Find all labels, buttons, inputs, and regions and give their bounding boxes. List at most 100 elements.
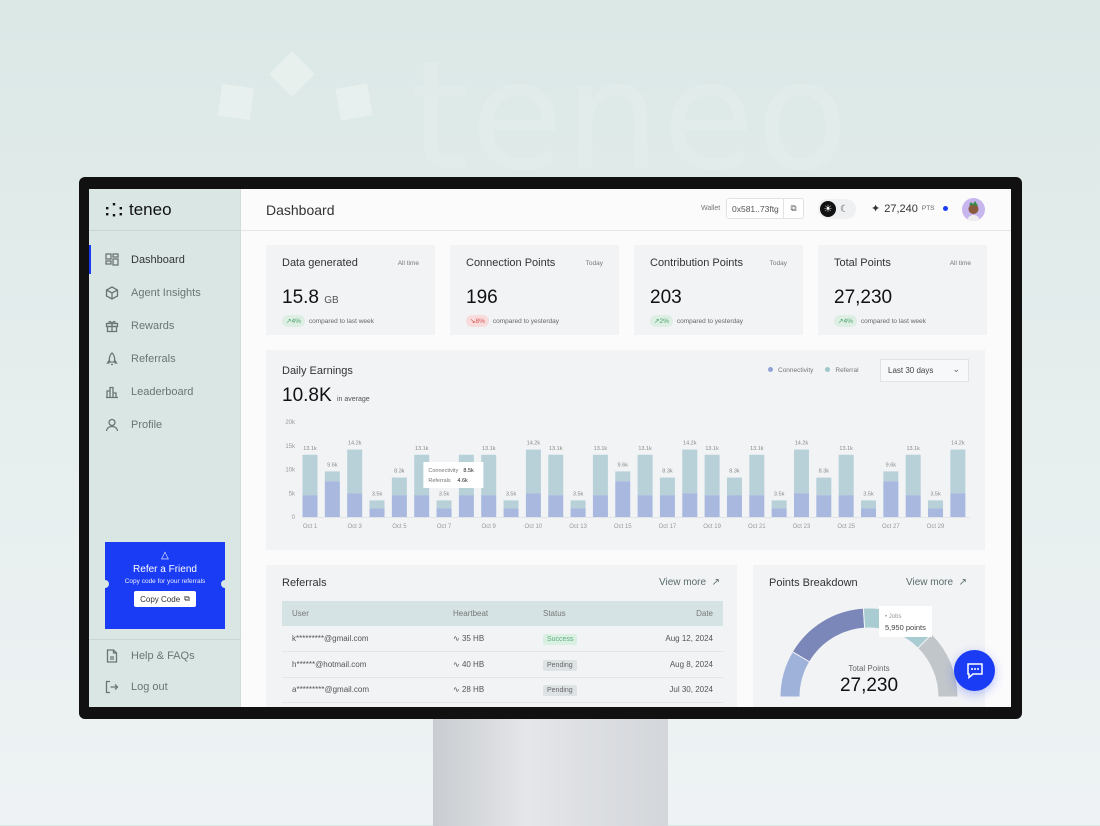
- trend-badge: ↘8%: [466, 315, 489, 327]
- y-tick-label: 20k: [285, 420, 296, 426]
- average-earnings: 10.8K in average: [282, 385, 370, 407]
- sidebar-item-dashboard[interactable]: Dashboard: [89, 243, 240, 276]
- date-cell: Aug 12, 2024: [623, 626, 723, 652]
- stat-period: All time: [397, 260, 419, 267]
- x-tick-label: Oct 17: [659, 524, 677, 530]
- bar-value-label: 13.1k: [303, 446, 317, 452]
- sidebar-item-logout[interactable]: Log out: [89, 671, 241, 702]
- document-icon: [106, 648, 118, 663]
- tooltip-value: 8.5k: [463, 468, 474, 474]
- bar-connectivity: [570, 508, 586, 517]
- bar-connectivity: [637, 495, 653, 517]
- sidebar-item-label: Rewards: [131, 319, 175, 332]
- gauge-segment[interactable]: [917, 633, 959, 698]
- bar-value-label: 9.6k: [618, 462, 629, 468]
- bar-referral: [704, 454, 720, 496]
- points-breakdown-card: Points Breakdown View more ↗ Total Point…: [753, 565, 985, 707]
- y-tick-label: 15k: [285, 444, 296, 450]
- refer-subtitle: Copy code for your referrals: [124, 578, 206, 585]
- sidebar-item-referrals[interactable]: Referrals: [89, 342, 240, 375]
- copy-code-button[interactable]: Copy Code ⧉: [134, 591, 196, 607]
- table-row[interactable]: h******@hotmail.com ∿ 40 HB Pending Aug …: [282, 651, 723, 678]
- x-tick-label: Oct 13: [569, 524, 587, 530]
- refer-a-friend-card: △ Refer a Friend Copy code for your refe…: [101, 542, 229, 629]
- sidebar-item-label: Agent Insights: [131, 286, 201, 299]
- sidebar-item-help[interactable]: Help & FAQs: [89, 640, 241, 671]
- bar-value-label: 8.3k: [729, 469, 740, 475]
- bar-value-label: 13.1k: [705, 446, 719, 452]
- avatar[interactable]: [962, 198, 985, 221]
- heartbeat-icon: ∿: [453, 634, 460, 643]
- chat-button[interactable]: [954, 650, 995, 691]
- copy-icon[interactable]: ⧉: [783, 199, 803, 218]
- stat-value: 15.8 GB: [282, 287, 339, 309]
- chat-icon: [966, 662, 983, 679]
- heartbeat-cell: ∿ 28 HB: [443, 677, 533, 703]
- date-range-select[interactable]: Last 30 days ⌄: [880, 359, 969, 382]
- stat-value: 196: [466, 287, 498, 309]
- bar-connectivity: [525, 493, 541, 517]
- sidebar-item-agent-insights[interactable]: Agent Insights: [89, 276, 240, 309]
- bar-connectivity: [726, 495, 742, 517]
- stat-card: Total Points All time 27,230 ↗4% compared…: [818, 245, 987, 335]
- bar-value-label: 14.2k: [683, 441, 697, 447]
- stat-title: Contribution Points: [650, 257, 743, 269]
- bar-value-label: 3.5k: [573, 491, 584, 497]
- bar-referral: [436, 500, 452, 509]
- stat-number: 15.8: [282, 287, 319, 308]
- status-dot: [942, 206, 948, 211]
- theme-toggle[interactable]: ☀ ☾: [818, 199, 856, 219]
- gauge-total-value: 27,230: [839, 675, 899, 696]
- sidebar-nav: Dashboard Agent Insights Rewards Referra…: [89, 243, 240, 441]
- logout-icon: [105, 680, 119, 693]
- bar-referral: [637, 454, 653, 496]
- bar-referral: [570, 500, 586, 509]
- bar-value-label: 13.1k: [906, 446, 920, 452]
- x-tick-label: Oct 15: [614, 524, 632, 530]
- bar-connectivity: [347, 493, 363, 517]
- compare-text: compared to last week: [860, 317, 926, 325]
- referrals-view-more-link[interactable]: View more ↗: [659, 577, 720, 588]
- sidebar: teneo Dashboard Agent Insights Rewards R…: [89, 189, 241, 707]
- tooltip-label: Connectivity: [428, 468, 458, 474]
- brand-name: teneo: [129, 199, 172, 219]
- table-row[interactable]: a*********@gmail.com ∿ 28 HB Pending Jul…: [282, 677, 723, 703]
- heartbeat-cell: ∿ 40 HB: [443, 651, 533, 678]
- bar-connectivity: [771, 508, 787, 517]
- bar-value-label: 14.2k: [795, 441, 809, 447]
- trend-badge: ↗2%: [650, 315, 673, 327]
- y-tick-label: 10k: [285, 468, 296, 474]
- bar-referral: [615, 471, 631, 482]
- user-icon: [105, 418, 119, 431]
- compare-text: compared to yesterday: [492, 317, 559, 325]
- background-watermark-logo: teneo: [200, 30, 900, 204]
- breakdown-view-more-link[interactable]: View more ↗: [906, 577, 967, 588]
- page-title: Dashboard: [266, 201, 335, 218]
- table-row[interactable]: k*********@gmail.com ∿ 35 HB Success Aug…: [282, 626, 723, 652]
- column-header-heartbeat: Heartbeat: [443, 601, 533, 626]
- sidebar-item-leaderboard[interactable]: Leaderboard: [89, 375, 240, 408]
- bar-connectivity: [659, 495, 675, 517]
- bar-value-label: 3.5k: [863, 491, 874, 497]
- dashboard-screen: teneo Dashboard Agent Insights Rewards R…: [89, 189, 1011, 707]
- x-tick-label: Oct 23: [793, 524, 811, 530]
- stat-card: Connection Points Today 196 ↘8% compared …: [450, 245, 619, 335]
- bar-value-label: 13.1k: [415, 446, 429, 452]
- wallet-address: 0x581..73ftg: [732, 203, 779, 214]
- stat-card: Data generated All time 15.8 GB ↗4% compa…: [266, 245, 435, 335]
- y-tick-label: 5k: [289, 491, 296, 497]
- status-cell: Success: [533, 626, 623, 652]
- gauge-segment[interactable]: [791, 607, 866, 663]
- trend-badge: ↗4%: [282, 315, 305, 327]
- tooltip-value: 5,950 points: [885, 623, 926, 632]
- logo[interactable]: teneo: [89, 189, 240, 231]
- bar-referral: [324, 471, 340, 482]
- sidebar-item-rewards[interactable]: Rewards: [89, 309, 240, 342]
- stat-title: Total Points: [834, 257, 891, 269]
- bar-referral: [816, 477, 832, 496]
- bar-connectivity: [369, 508, 385, 517]
- stat-period: Today: [769, 260, 787, 267]
- wallet-address-field[interactable]: 0x581..73ftg ⧉: [726, 198, 804, 219]
- tooltip-value: 4.6k: [457, 478, 468, 484]
- sidebar-item-profile[interactable]: Profile: [89, 408, 240, 441]
